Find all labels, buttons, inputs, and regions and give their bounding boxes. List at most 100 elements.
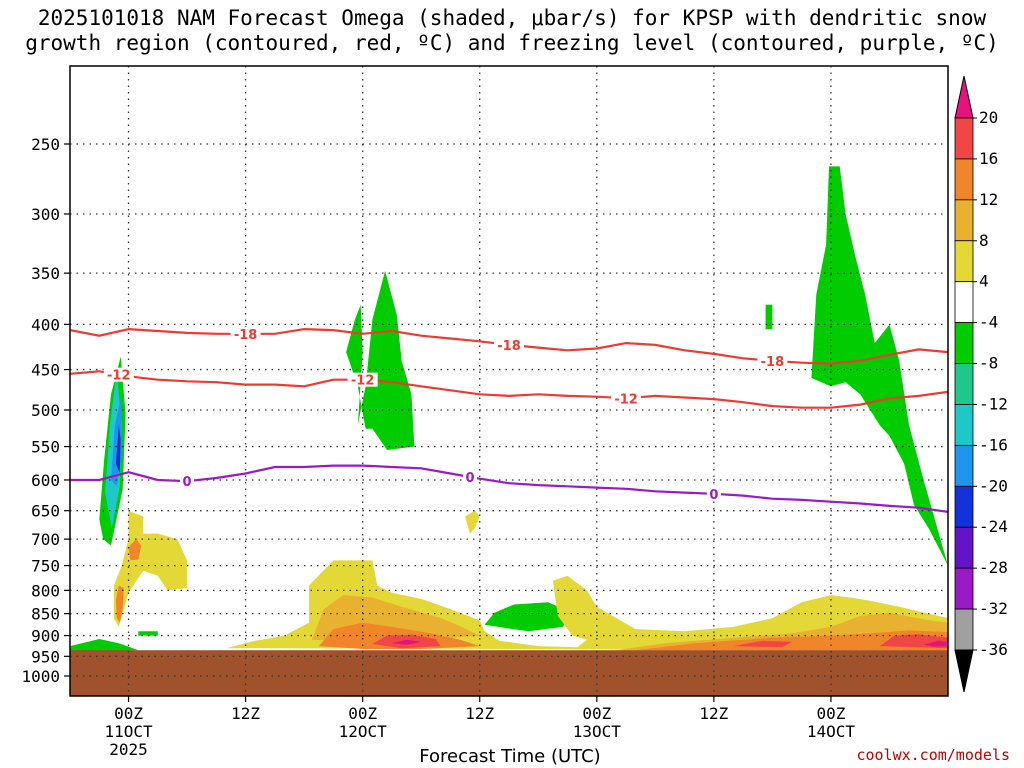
- omega-region-23: [923, 640, 948, 647]
- colorbar-swatch-7: [954, 404, 974, 446]
- x-tick-l1-12: 12Z: [231, 704, 260, 723]
- colorbar-swatch-12: [954, 608, 974, 651]
- omega-region-6: [765, 304, 773, 330]
- omega-region-15: [115, 585, 124, 623]
- colorbar-label-10: -24: [979, 517, 1008, 536]
- y-tick-label-850: 850: [31, 605, 60, 624]
- isotherm-label-2-1: 0: [465, 471, 474, 486]
- y-tick-label-900: 900: [31, 627, 60, 646]
- gridline-layer: [70, 66, 948, 696]
- colorbar-label-13: -36: [979, 640, 1008, 659]
- isotherm-label-0-2: -18: [761, 355, 785, 370]
- colorbar-label-9: -20: [979, 476, 1008, 495]
- x-tick-l1-36: 12Z: [465, 704, 494, 723]
- x-tick-l1-60: 12Z: [699, 704, 728, 723]
- colorbar-label-2: 12: [979, 190, 998, 209]
- y-tick-label-750: 750: [31, 557, 60, 576]
- colorbar-swatch-3: [954, 240, 974, 283]
- colorbar-swatch-8: [954, 444, 974, 487]
- colorbar-label-7: -12: [979, 394, 1008, 413]
- isotherm-label-2-0: 0: [183, 475, 192, 490]
- y-tick-label-1000: 1000: [21, 667, 60, 686]
- isotherm-label-bg-0-0: [230, 326, 261, 341]
- colorbar-label-0: 20: [979, 108, 998, 127]
- isotherm-label-bg-0-2: [757, 353, 788, 368]
- isotherm-label-bg-2-1: [462, 469, 477, 484]
- y-tick-label-350: 350: [31, 264, 60, 283]
- isotherm-label-bg-0-1: [494, 337, 524, 352]
- colorbar-label-1: 16: [979, 149, 998, 168]
- y-tick-label-800: 800: [31, 581, 60, 600]
- isotherm-label-1-2: -12: [614, 392, 638, 407]
- plot-frame: [69, 65, 949, 697]
- x-tick-l1-48: 00Z: [582, 704, 611, 723]
- ground-fill: [70, 650, 948, 696]
- colorbar-swatch-1: [954, 158, 974, 201]
- chart-title: 2025101018 NAM Forecast Omega (shaded, μ…: [0, 6, 1024, 56]
- y-axis: 250 300 350 400 450 500 550 600 650 700 750 800 850 9…: [21, 135, 70, 686]
- x-tick-l3-0: 2025: [109, 740, 148, 759]
- colorbar-swatch-0: [954, 117, 974, 160]
- x-tick-l1-24: 00Z: [348, 704, 377, 723]
- isotherm-label-bg-2-2: [706, 486, 721, 501]
- x-tick-l2-72: 14OCT: [807, 722, 856, 741]
- ground-layer: [70, 650, 948, 696]
- isotherm-line-2: [70, 464, 948, 513]
- isotherm-line-1: [70, 370, 948, 409]
- isotherm-label-bg-1-1: [347, 372, 378, 387]
- omega-region-10: [113, 510, 188, 627]
- omega-region-9: [138, 631, 158, 636]
- omega-region-7: [484, 602, 573, 632]
- chart-title-line2: growth region (contoured, red, ºC) and f…: [25, 31, 999, 55]
- colorbar-label-6: -8: [979, 354, 998, 373]
- colorbar-swatch-10: [954, 526, 974, 569]
- y-tick-label-550: 550: [31, 438, 60, 457]
- y-tick-label-450: 450: [31, 361, 60, 380]
- isotherm-label-1-1: -12: [351, 374, 375, 389]
- isotherm-label-1-0: -12: [107, 369, 131, 384]
- colorbar-bottom-arrow: [954, 649, 974, 693]
- omega-region-5: [811, 166, 948, 566]
- isotherm-label-bg-1-2: [611, 391, 642, 406]
- isotherm-layer: -18 -18 -18 -12 -12 -12 0 0 0: [70, 326, 948, 513]
- colorbar-label-5: -4: [979, 313, 998, 332]
- isotherm-label-bg-2-0: [180, 474, 195, 489]
- y-tick-label-300: 300: [31, 205, 60, 224]
- chart-title-line1: 2025101018 NAM Forecast Omega (shaded, μ…: [37, 6, 987, 30]
- isotherm-label-0-1: -18: [497, 339, 521, 354]
- isotherm-label-2-2: 0: [709, 488, 718, 503]
- x-tick-l1-72: 00Z: [816, 704, 845, 723]
- y-tick-label-950: 950: [31, 647, 60, 666]
- isotherm-label-0-0: -18: [234, 328, 258, 343]
- y-tick-label-600: 600: [31, 471, 60, 490]
- x-tick-l2-48: 13OCT: [573, 722, 622, 741]
- omega-region-20: [733, 640, 792, 648]
- colorbar-label-8: -16: [979, 435, 1008, 454]
- y-tick-label-500: 500: [31, 401, 60, 420]
- colorbar-label-3: 8: [979, 231, 989, 250]
- credit-link[interactable]: coolwx.com/models: [856, 746, 1010, 764]
- omega-shading-layer: [70, 166, 948, 653]
- omega-region-22: [391, 639, 422, 645]
- omega-region-16: [128, 539, 142, 561]
- x-tick-l1-0: 00Z: [114, 704, 143, 723]
- omega-region-11: [465, 510, 480, 534]
- colorbar-label-11: -28: [979, 558, 1008, 577]
- colorbar-label-4: 4: [979, 272, 989, 291]
- y-tick-label-650: 650: [31, 502, 60, 521]
- omega-region-4: [346, 270, 415, 450]
- isotherm-label-bg-1-0: [103, 367, 134, 382]
- colorbar-swatch-11: [954, 567, 974, 610]
- colorbar-top-arrow: [954, 75, 974, 119]
- colorbar-swatch-5: [954, 322, 974, 364]
- x-tick-l2-0: 11OCT: [104, 722, 153, 741]
- y-tick-label-700: 700: [31, 530, 60, 549]
- colorbar-swatch-9: [954, 485, 974, 528]
- x-axis-title: Forecast Time (UTC): [419, 746, 601, 767]
- colorbar-label-12: -32: [979, 599, 1008, 618]
- omega-region-8: [70, 639, 139, 653]
- colorbar-swatch-6: [954, 363, 974, 405]
- colorbar-swatch-2: [954, 199, 974, 242]
- colorbar-swatch-4: [954, 281, 974, 324]
